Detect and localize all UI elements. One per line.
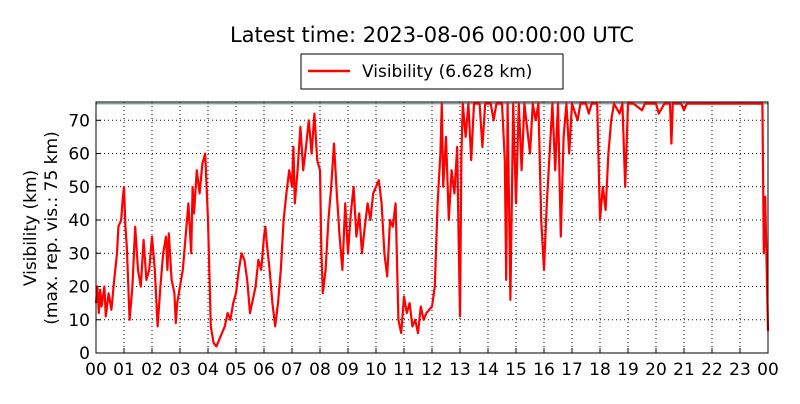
legend-label: Visibility (6.628 km) — [362, 62, 532, 82]
x-tick-label: 03 — [169, 360, 191, 380]
x-tick-label: 00 — [757, 360, 779, 380]
x-tick-label: 13 — [449, 360, 471, 380]
x-tick-label: 06 — [253, 360, 275, 380]
data-line — [94, 102, 770, 348]
x-tick-label: 12 — [421, 360, 443, 380]
y-tick-label: 20 — [68, 278, 90, 298]
x-tick-label: 10 — [365, 360, 387, 380]
x-tick-label: 08 — [309, 360, 331, 380]
x-tick-label: 11 — [393, 360, 415, 380]
x-tick-label: 07 — [281, 360, 303, 380]
y-tick-label: 40 — [68, 211, 90, 231]
y-tick-label: 60 — [68, 145, 90, 165]
x-tick-label: 09 — [337, 360, 359, 380]
x-tick-label: 01 — [113, 360, 135, 380]
x-tick-label: 20 — [645, 360, 667, 380]
x-tick-label: 21 — [673, 360, 695, 380]
x-tick-label: 02 — [141, 360, 163, 380]
x-tick-label: 00 — [85, 360, 107, 380]
x-tick-label: 23 — [729, 360, 751, 380]
x-tick-label: 16 — [533, 360, 555, 380]
x-tick-label: 04 — [197, 360, 219, 380]
x-tick-label: 18 — [589, 360, 611, 380]
y-tick-label: 30 — [68, 244, 90, 264]
x-tick-label: 19 — [617, 360, 639, 380]
y-tick-label: 50 — [68, 178, 90, 198]
x-tick-label: 15 — [505, 360, 527, 380]
plot-frame — [95, 101, 769, 354]
y-tick-label: 70 — [68, 111, 90, 131]
x-tick-label: 17 — [561, 360, 583, 380]
x-tick-label: 05 — [225, 360, 247, 380]
x-tick-label: 22 — [701, 360, 723, 380]
y-tick-label: 0 — [79, 344, 90, 364]
x-tick-label: 14 — [477, 360, 499, 380]
y-axis-label: Visibility (km) — [21, 170, 41, 286]
chart-title: Latest time: 2023-08-06 00:00:00 UTC — [230, 23, 634, 47]
y-axis-label: (max. rep. vis.: 75 km) — [42, 131, 62, 324]
y-tick-label: 10 — [68, 311, 90, 331]
